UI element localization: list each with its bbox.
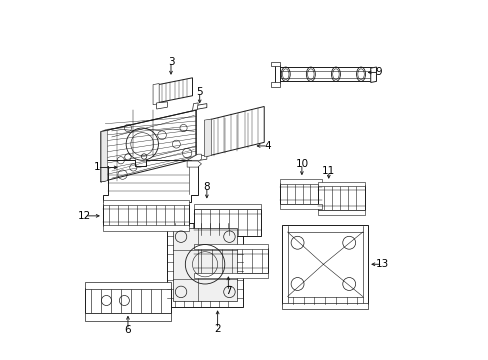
Polygon shape <box>194 209 260 235</box>
Polygon shape <box>102 160 198 202</box>
Polygon shape <box>85 282 171 289</box>
Polygon shape <box>271 62 280 66</box>
Polygon shape <box>101 131 107 182</box>
Text: 12: 12 <box>78 211 91 221</box>
Polygon shape <box>102 225 188 231</box>
Polygon shape <box>317 210 364 215</box>
Polygon shape <box>101 110 196 182</box>
Text: 7: 7 <box>224 286 231 296</box>
Polygon shape <box>194 244 267 249</box>
Polygon shape <box>276 67 371 81</box>
Polygon shape <box>85 313 171 320</box>
Polygon shape <box>102 200 188 205</box>
Polygon shape <box>194 104 206 110</box>
Polygon shape <box>370 67 376 82</box>
Polygon shape <box>153 84 159 105</box>
Polygon shape <box>317 185 364 211</box>
Polygon shape <box>280 204 321 209</box>
Polygon shape <box>280 179 321 184</box>
Text: 4: 4 <box>264 141 270 151</box>
Text: 10: 10 <box>295 159 308 169</box>
Polygon shape <box>274 65 280 83</box>
Text: 8: 8 <box>203 182 210 192</box>
Polygon shape <box>271 82 280 87</box>
Polygon shape <box>204 119 211 157</box>
Polygon shape <box>194 248 267 273</box>
Polygon shape <box>282 225 367 304</box>
Polygon shape <box>317 182 364 186</box>
Polygon shape <box>282 303 367 309</box>
Polygon shape <box>194 204 260 210</box>
Text: 13: 13 <box>375 259 388 269</box>
Polygon shape <box>102 204 188 226</box>
Polygon shape <box>194 273 267 278</box>
Polygon shape <box>156 78 192 103</box>
Text: 3: 3 <box>167 57 174 67</box>
Polygon shape <box>199 155 206 160</box>
Polygon shape <box>204 107 264 157</box>
Polygon shape <box>156 102 167 109</box>
Polygon shape <box>187 154 201 160</box>
Text: 5: 5 <box>196 87 203 97</box>
Polygon shape <box>280 183 321 204</box>
Text: 1: 1 <box>94 162 101 172</box>
Polygon shape <box>167 223 242 307</box>
Polygon shape <box>85 288 171 314</box>
Polygon shape <box>192 103 198 111</box>
Text: 2: 2 <box>214 324 221 334</box>
Text: 6: 6 <box>124 325 131 335</box>
Polygon shape <box>172 228 237 301</box>
Text: 9: 9 <box>375 67 382 77</box>
Text: 11: 11 <box>322 166 335 176</box>
Polygon shape <box>187 161 201 167</box>
